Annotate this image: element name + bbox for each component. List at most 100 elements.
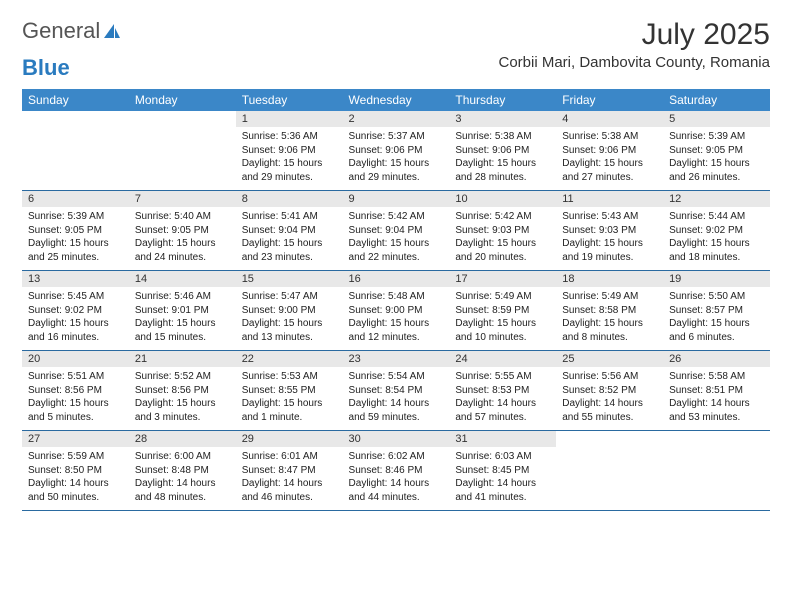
daylight-line: Daylight: 15 hours and 29 minutes. — [349, 157, 444, 184]
daylight-line: Daylight: 14 hours and 50 minutes. — [28, 477, 123, 504]
day-number: 8 — [236, 191, 343, 207]
day-info: Sunrise: 5:59 AMSunset: 8:50 PMDaylight:… — [22, 447, 129, 510]
day-info: Sunrise: 5:42 AMSunset: 9:04 PMDaylight:… — [343, 207, 450, 270]
day-number: 15 — [236, 271, 343, 287]
sunset-line: Sunset: 9:00 PM — [349, 304, 444, 318]
calendar-table: Sunday Monday Tuesday Wednesday Thursday… — [22, 89, 770, 511]
calendar-day-cell: 5Sunrise: 5:39 AMSunset: 9:05 PMDaylight… — [663, 111, 770, 191]
calendar-day-cell: 4Sunrise: 5:38 AMSunset: 9:06 PMDaylight… — [556, 111, 663, 191]
day-number: 4 — [556, 111, 663, 127]
daylight-line: Daylight: 14 hours and 41 minutes. — [455, 477, 550, 504]
sunset-line: Sunset: 8:55 PM — [242, 384, 337, 398]
weekday-header: Saturday — [663, 89, 770, 111]
calendar-day-cell: .. — [129, 111, 236, 191]
weekday-header: Wednesday — [343, 89, 450, 111]
calendar-week-row: 13Sunrise: 5:45 AMSunset: 9:02 PMDayligh… — [22, 271, 770, 351]
daylight-line: Daylight: 15 hours and 22 minutes. — [349, 237, 444, 264]
sunset-line: Sunset: 8:57 PM — [669, 304, 764, 318]
sunset-line: Sunset: 8:59 PM — [455, 304, 550, 318]
daylight-line: Daylight: 14 hours and 53 minutes. — [669, 397, 764, 424]
sunset-line: Sunset: 9:05 PM — [135, 224, 230, 238]
sunset-line: Sunset: 9:04 PM — [349, 224, 444, 238]
sunset-line: Sunset: 8:54 PM — [349, 384, 444, 398]
calendar-day-cell: 19Sunrise: 5:50 AMSunset: 8:57 PMDayligh… — [663, 271, 770, 351]
daylight-line: Daylight: 15 hours and 15 minutes. — [135, 317, 230, 344]
calendar-week-row: 20Sunrise: 5:51 AMSunset: 8:56 PMDayligh… — [22, 351, 770, 431]
day-number: 10 — [449, 191, 556, 207]
calendar-day-cell: 30Sunrise: 6:02 AMSunset: 8:46 PMDayligh… — [343, 431, 450, 511]
location-subtitle: Corbii Mari, Dambovita County, Romania — [499, 54, 771, 71]
day-number: 19 — [663, 271, 770, 287]
logo: General — [22, 18, 122, 44]
day-info: Sunrise: 5:56 AMSunset: 8:52 PMDaylight:… — [556, 367, 663, 430]
calendar-day-cell: 26Sunrise: 5:58 AMSunset: 8:51 PMDayligh… — [663, 351, 770, 431]
month-title: July 2025 — [499, 18, 771, 52]
calendar-day-cell: 11Sunrise: 5:43 AMSunset: 9:03 PMDayligh… — [556, 191, 663, 271]
sunset-line: Sunset: 9:00 PM — [242, 304, 337, 318]
calendar-day-cell: 25Sunrise: 5:56 AMSunset: 8:52 PMDayligh… — [556, 351, 663, 431]
sunset-line: Sunset: 8:56 PM — [28, 384, 123, 398]
title-block: July 2025 Corbii Mari, Dambovita County,… — [499, 18, 771, 71]
day-number: 31 — [449, 431, 556, 447]
sunrise-line: Sunrise: 6:02 AM — [349, 450, 444, 464]
day-number: 5 — [663, 111, 770, 127]
sunrise-line: Sunrise: 5:48 AM — [349, 290, 444, 304]
daylight-line: Daylight: 14 hours and 48 minutes. — [135, 477, 230, 504]
daylight-line: Daylight: 15 hours and 5 minutes. — [28, 397, 123, 424]
weekday-header: Monday — [129, 89, 236, 111]
calendar-day-cell: 8Sunrise: 5:41 AMSunset: 9:04 PMDaylight… — [236, 191, 343, 271]
day-number: 16 — [343, 271, 450, 287]
daylight-line: Daylight: 15 hours and 24 minutes. — [135, 237, 230, 264]
sunrise-line: Sunrise: 6:01 AM — [242, 450, 337, 464]
daylight-line: Daylight: 14 hours and 46 minutes. — [242, 477, 337, 504]
sunrise-line: Sunrise: 5:52 AM — [135, 370, 230, 384]
day-number: 7 — [129, 191, 236, 207]
sunrise-line: Sunrise: 5:43 AM — [562, 210, 657, 224]
day-info: Sunrise: 5:49 AMSunset: 8:59 PMDaylight:… — [449, 287, 556, 350]
sunrise-line: Sunrise: 5:58 AM — [669, 370, 764, 384]
calendar-day-cell: 7 Sunrise: 5:40 AMSunset: 9:05 PMDaylight… — [129, 191, 236, 271]
calendar-day-cell: 6Sunrise: 5:39 AMSunset: 9:05 PMDaylight… — [22, 191, 129, 271]
day-number: 14 — [129, 271, 236, 287]
calendar-day-cell: 22Sunrise: 5:53 AMSunset: 8:55 PMDayligh… — [236, 351, 343, 431]
sunset-line: Sunset: 9:02 PM — [669, 224, 764, 238]
calendar-day-cell: 1Sunrise: 5:36 AMSunset: 9:06 PMDaylight… — [236, 111, 343, 191]
calendar-week-row: 27Sunrise: 5:59 AMSunset: 8:50 PMDayligh… — [22, 431, 770, 511]
day-info: Sunrise: 5:47 AMSunset: 9:00 PMDaylight:… — [236, 287, 343, 350]
day-number: 30 — [343, 431, 450, 447]
sunset-line: Sunset: 8:51 PM — [669, 384, 764, 398]
sunrise-line: Sunrise: 5:51 AM — [28, 370, 123, 384]
sunset-line: Sunset: 8:46 PM — [349, 464, 444, 478]
day-info: Sunrise: 6:01 AMSunset: 8:47 PMDaylight:… — [236, 447, 343, 510]
day-number: 27 — [22, 431, 129, 447]
sunrise-line: Sunrise: 5:41 AM — [242, 210, 337, 224]
daylight-line: Daylight: 15 hours and 19 minutes. — [562, 237, 657, 264]
day-info: Sunrise: 5:38 AMSunset: 9:06 PMDaylight:… — [556, 127, 663, 190]
day-info: Sunrise: 5:58 AMSunset: 8:51 PMDaylight:… — [663, 367, 770, 430]
sunrise-line: Sunrise: 5:40 AM — [135, 210, 230, 224]
day-number: 17 — [449, 271, 556, 287]
day-info: Sunrise: 5:55 AMSunset: 8:53 PMDaylight:… — [449, 367, 556, 430]
calendar-day-cell: 12Sunrise: 5:44 AMSunset: 9:02 PMDayligh… — [663, 191, 770, 271]
day-info: Sunrise: 5:54 AMSunset: 8:54 PMDaylight:… — [343, 367, 450, 430]
daylight-line: Daylight: 15 hours and 25 minutes. — [28, 237, 123, 264]
day-number: 2 — [343, 111, 450, 127]
calendar-day-cell: 17Sunrise: 5:49 AMSunset: 8:59 PMDayligh… — [449, 271, 556, 351]
day-number: 28 — [129, 431, 236, 447]
daylight-line: Daylight: 15 hours and 3 minutes. — [135, 397, 230, 424]
sunrise-line: Sunrise: 5:59 AM — [28, 450, 123, 464]
calendar-day-cell: 31Sunrise: 6:03 AMSunset: 8:45 PMDayligh… — [449, 431, 556, 511]
day-number: 3 — [449, 111, 556, 127]
sunset-line: Sunset: 9:05 PM — [669, 144, 764, 158]
sunset-line: Sunset: 8:47 PM — [242, 464, 337, 478]
day-info: Sunrise: 5:43 AMSunset: 9:03 PMDaylight:… — [556, 207, 663, 270]
sunrise-line: Sunrise: 5:49 AM — [455, 290, 550, 304]
day-info: Sunrise: 5:52 AMSunset: 8:56 PMDaylight:… — [129, 367, 236, 430]
calendar-day-cell: 23Sunrise: 5:54 AMSunset: 8:54 PMDayligh… — [343, 351, 450, 431]
calendar-day-cell: 13Sunrise: 5:45 AMSunset: 9:02 PMDayligh… — [22, 271, 129, 351]
daylight-line: Daylight: 15 hours and 8 minutes. — [562, 317, 657, 344]
daylight-line: Daylight: 15 hours and 12 minutes. — [349, 317, 444, 344]
sunset-line: Sunset: 9:03 PM — [562, 224, 657, 238]
calendar-day-cell: 29Sunrise: 6:01 AMSunset: 8:47 PMDayligh… — [236, 431, 343, 511]
sunrise-line: Sunrise: 5:42 AM — [349, 210, 444, 224]
